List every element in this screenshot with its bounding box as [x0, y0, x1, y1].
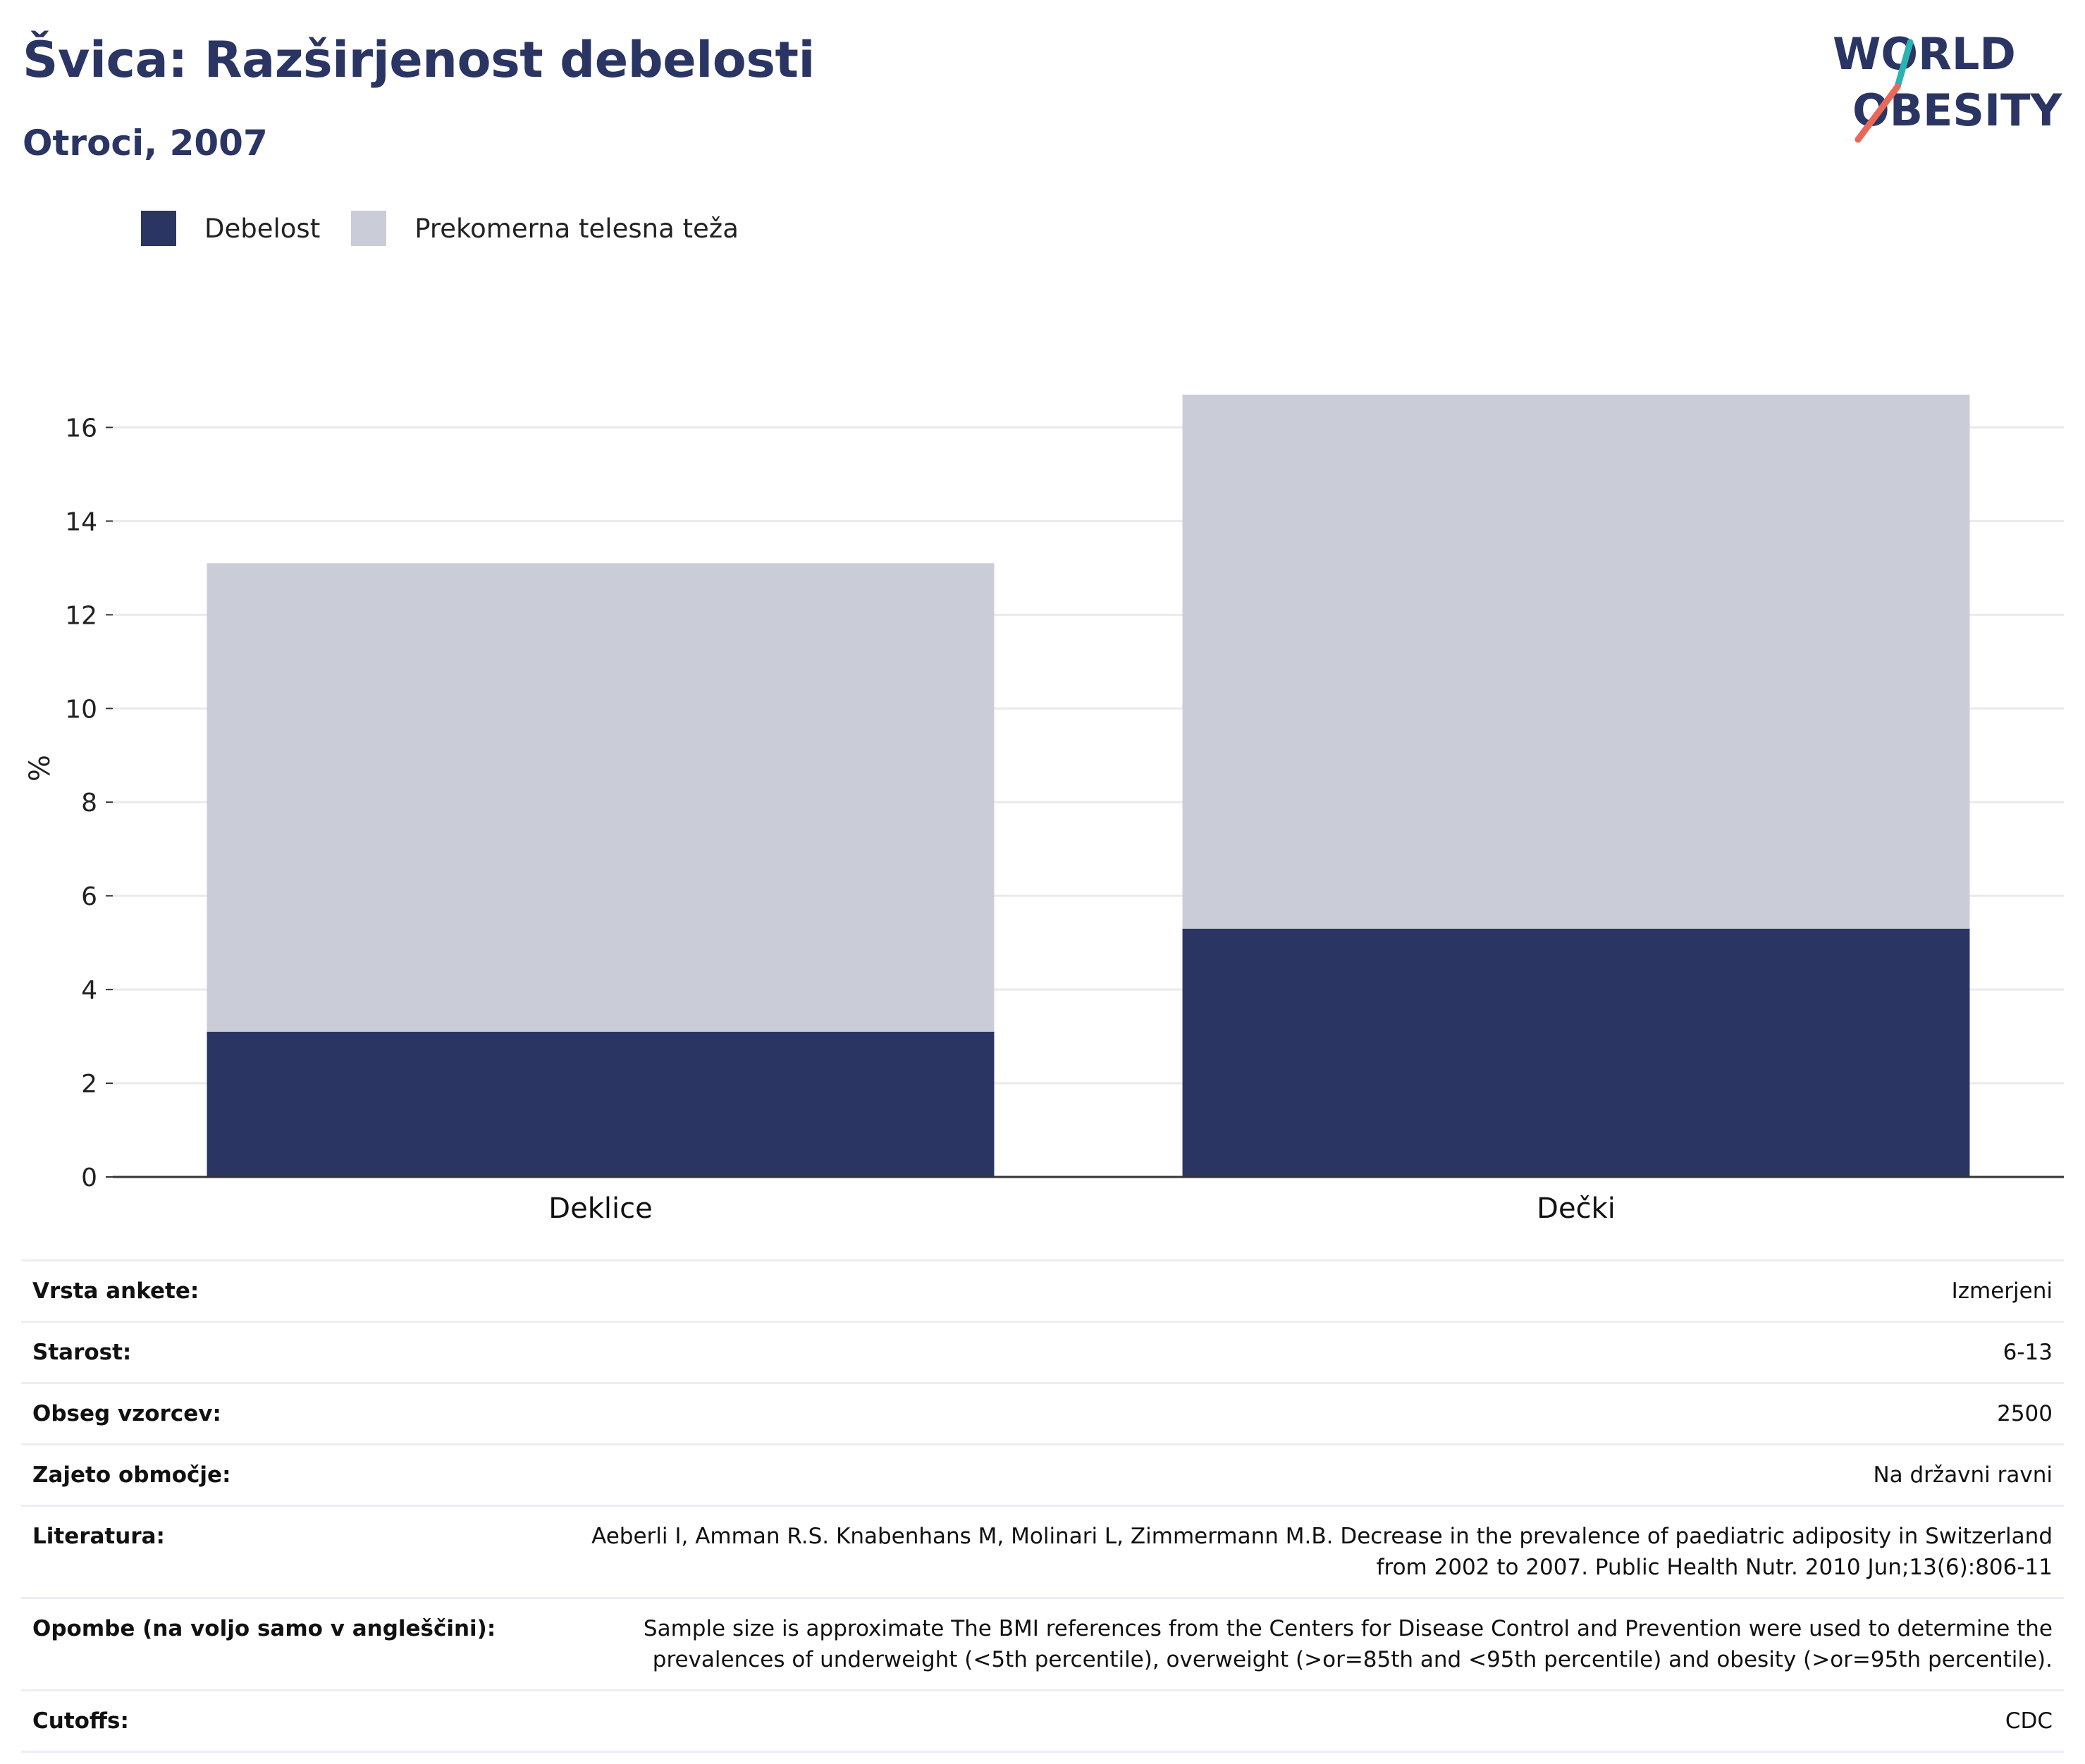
legend-label-overweight: Prekomerna telesna teža: [414, 213, 739, 244]
y-tick-label: 12: [65, 601, 97, 630]
bar-overweight-0: [207, 563, 995, 1032]
bar-chart: 0 2 4 6 8 10 12 14 16% Deklice Dečki: [24, 394, 2064, 1225]
y-tick-label: 16: [65, 414, 97, 443]
legend-item-obesity[interactable]: Debelost: [141, 211, 320, 246]
info-value: Na državni ravni: [1873, 1462, 2053, 1488]
info-value: 6-13: [2003, 1340, 2053, 1365]
info-value: CDC: [2005, 1708, 2053, 1734]
y-tick-label: 6: [81, 882, 97, 911]
legend-swatch-obesity: [141, 211, 176, 246]
info-label: Obseg vzorcev:: [32, 1401, 221, 1426]
info-label: Zajeto območje:: [32, 1462, 231, 1488]
logo-text-obesity: OBESITY: [1852, 85, 2062, 136]
info-row: Opombe (na voljo samo v angleščini): Samp…: [21, 1598, 2064, 1691]
x-tick-label: Deklice: [548, 1192, 652, 1225]
bar-overweight-1: [1182, 394, 1970, 929]
info-label: Opombe (na voljo samo v angleščini):: [32, 1616, 496, 1641]
legend-label-obesity: Debelost: [204, 213, 321, 244]
info-row: Cutoffs: CDC: [21, 1690, 2064, 1752]
y-axis-label: %: [24, 755, 56, 782]
info-row: Literatura: Aeberli I, Amman R.S. Knabenh…: [21, 1505, 2064, 1598]
info-row: Starost: 6-13: [21, 1321, 2064, 1383]
y-tick-label: 4: [81, 976, 97, 1005]
y-tick-label: 0: [81, 1164, 97, 1192]
info-label: Cutoffs:: [32, 1708, 129, 1734]
info-label: Starost:: [32, 1340, 132, 1365]
info-value: 2500: [1997, 1401, 2053, 1426]
info-row: Vrsta ankete: Izmerjeni: [21, 1260, 2064, 1322]
survey-info-table: Vrsta ankete: Izmerjeni Starost: 6-13 Obseg …: [21, 1259, 2064, 1753]
info-label: Vrsta ankete:: [32, 1278, 199, 1304]
x-tick-label: Dečki: [1537, 1192, 1616, 1225]
world-obesity-logo: WORLD OBESITY: [1833, 28, 2062, 143]
info-value: Aeberli I, Amman R.S. Knabenhans M, Moli…: [591, 1524, 2053, 1580]
info-value: Izmerjeni: [1951, 1278, 2053, 1304]
page-title: Švica: Razširjenost debelosti: [23, 31, 815, 89]
bar-obesity-0: [207, 1031, 995, 1177]
info-row: Zajeto območje: Na državni ravni: [21, 1444, 2064, 1506]
legend-swatch-overweight: [351, 211, 387, 246]
info-row: Obseg vzorcev: 2500: [21, 1383, 2064, 1445]
logo-slash-top: [1894, 39, 1914, 90]
chart-legend: Debelost Prekomerna telesna teža: [141, 210, 770, 247]
y-tick-label: 2: [81, 1070, 97, 1099]
legend-item-overweight[interactable]: Prekomerna telesna teža: [351, 211, 739, 246]
y-tick-label: 14: [65, 507, 97, 536]
y-tick-label: 10: [65, 695, 97, 724]
logo-text-world: WORLD: [1833, 28, 2016, 80]
bar-obesity-1: [1182, 928, 1970, 1177]
page-subtitle: Otroci, 2007: [23, 123, 268, 164]
logo-slash-bottom: [1855, 83, 1901, 143]
y-tick-label: 8: [81, 789, 97, 818]
info-value: Sample size is approximate The BMI refer…: [643, 1616, 2053, 1672]
info-label: Literatura:: [32, 1524, 165, 1549]
